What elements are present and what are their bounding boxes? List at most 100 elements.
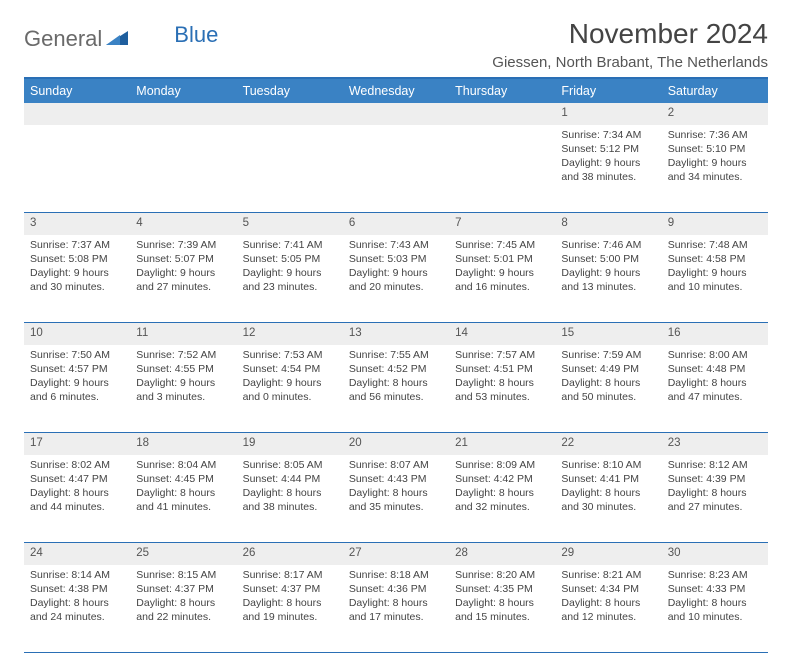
day-number-cell [24,103,130,125]
day-number-cell [130,103,236,125]
day-content-cell: Sunrise: 8:02 AMSunset: 4:47 PMDaylight:… [24,455,130,543]
calendar-table: SundayMondayTuesdayWednesdayThursdayFrid… [24,79,768,653]
day-number-cell: 18 [130,433,236,455]
day-details: Sunrise: 8:21 AMSunset: 4:34 PMDaylight:… [555,565,661,631]
day-details: Sunrise: 8:23 AMSunset: 4:33 PMDaylight:… [662,565,768,631]
day-details: Sunrise: 7:34 AMSunset: 5:12 PMDaylight:… [555,125,661,191]
day-number-cell: 26 [237,543,343,565]
daylight-line: Daylight: 9 hoursand 27 minutes. [136,266,230,294]
day-content-cell: Sunrise: 8:14 AMSunset: 4:38 PMDaylight:… [24,565,130,653]
week-row: Sunrise: 7:34 AMSunset: 5:12 PMDaylight:… [24,125,768,213]
day-number-cell: 29 [555,543,661,565]
sunset-line: Sunset: 5:10 PM [668,142,762,156]
day-details: Sunrise: 8:02 AMSunset: 4:47 PMDaylight:… [24,455,130,521]
weekday-row: SundayMondayTuesdayWednesdayThursdayFrid… [24,79,768,103]
sunset-line: Sunset: 4:41 PM [561,472,655,486]
daylight-line: Daylight: 8 hoursand 38 minutes. [243,486,337,514]
day-content-cell: Sunrise: 8:17 AMSunset: 4:37 PMDaylight:… [237,565,343,653]
sunset-line: Sunset: 4:43 PM [349,472,443,486]
weekday-header: Thursday [449,79,555,103]
day-content-cell [449,125,555,213]
sunrise-line: Sunrise: 8:02 AM [30,458,124,472]
brand-triangle-icon [106,29,128,50]
day-content-cell: Sunrise: 7:53 AMSunset: 4:54 PMDaylight:… [237,345,343,433]
day-details: Sunrise: 7:53 AMSunset: 4:54 PMDaylight:… [237,345,343,411]
day-details: Sunrise: 7:52 AMSunset: 4:55 PMDaylight:… [130,345,236,411]
sunrise-line: Sunrise: 8:07 AM [349,458,443,472]
day-content-cell: Sunrise: 8:09 AMSunset: 4:42 PMDaylight:… [449,455,555,543]
day-details: Sunrise: 7:43 AMSunset: 5:03 PMDaylight:… [343,235,449,301]
day-content-cell: Sunrise: 8:12 AMSunset: 4:39 PMDaylight:… [662,455,768,543]
sunset-line: Sunset: 4:38 PM [30,582,124,596]
day-details: Sunrise: 7:59 AMSunset: 4:49 PMDaylight:… [555,345,661,411]
day-number-cell [343,103,449,125]
brand-part1: General [24,26,102,52]
day-content-cell: Sunrise: 8:15 AMSunset: 4:37 PMDaylight:… [130,565,236,653]
day-content-cell: Sunrise: 7:50 AMSunset: 4:57 PMDaylight:… [24,345,130,433]
sunrise-line: Sunrise: 7:55 AM [349,348,443,362]
day-details: Sunrise: 8:07 AMSunset: 4:43 PMDaylight:… [343,455,449,521]
day-number-cell: 13 [343,323,449,345]
sunrise-line: Sunrise: 7:59 AM [561,348,655,362]
day-number-cell: 20 [343,433,449,455]
day-details: Sunrise: 7:36 AMSunset: 5:10 PMDaylight:… [662,125,768,191]
day-content-cell: Sunrise: 8:10 AMSunset: 4:41 PMDaylight:… [555,455,661,543]
daylight-line: Daylight: 9 hoursand 3 minutes. [136,376,230,404]
brand-logo: General Blue [24,18,218,52]
sunset-line: Sunset: 4:57 PM [30,362,124,376]
sunrise-line: Sunrise: 7:39 AM [136,238,230,252]
sunrise-line: Sunrise: 8:17 AM [243,568,337,582]
sunset-line: Sunset: 4:37 PM [136,582,230,596]
daylight-line: Daylight: 8 hoursand 22 minutes. [136,596,230,624]
daylight-line: Daylight: 8 hoursand 41 minutes. [136,486,230,514]
day-number-cell: 1 [555,103,661,125]
day-number-cell: 19 [237,433,343,455]
sunset-line: Sunset: 4:42 PM [455,472,549,486]
sunset-line: Sunset: 4:51 PM [455,362,549,376]
weekday-header: Tuesday [237,79,343,103]
day-content-cell: Sunrise: 7:39 AMSunset: 5:07 PMDaylight:… [130,235,236,323]
daynum-row: 10111213141516 [24,323,768,345]
day-content-cell: Sunrise: 7:55 AMSunset: 4:52 PMDaylight:… [343,345,449,433]
sunrise-line: Sunrise: 7:50 AM [30,348,124,362]
day-content-cell: Sunrise: 8:20 AMSunset: 4:35 PMDaylight:… [449,565,555,653]
sunset-line: Sunset: 4:48 PM [668,362,762,376]
day-number-cell: 3 [24,213,130,235]
calendar-body: 12Sunrise: 7:34 AMSunset: 5:12 PMDayligh… [24,103,768,653]
day-number-cell: 9 [662,213,768,235]
day-details: Sunrise: 8:14 AMSunset: 4:38 PMDaylight:… [24,565,130,631]
day-content-cell: Sunrise: 8:00 AMSunset: 4:48 PMDaylight:… [662,345,768,433]
sunset-line: Sunset: 4:36 PM [349,582,443,596]
day-number-cell: 25 [130,543,236,565]
daylight-line: Daylight: 8 hoursand 56 minutes. [349,376,443,404]
daylight-line: Daylight: 9 hoursand 23 minutes. [243,266,337,294]
day-content-cell [343,125,449,213]
day-details: Sunrise: 7:50 AMSunset: 4:57 PMDaylight:… [24,345,130,411]
day-details: Sunrise: 8:20 AMSunset: 4:35 PMDaylight:… [449,565,555,631]
day-number-cell [449,103,555,125]
day-details: Sunrise: 8:15 AMSunset: 4:37 PMDaylight:… [130,565,236,631]
sunset-line: Sunset: 4:54 PM [243,362,337,376]
daylight-line: Daylight: 9 hoursand 38 minutes. [561,156,655,184]
day-number-cell: 4 [130,213,236,235]
day-content-cell: Sunrise: 8:21 AMSunset: 4:34 PMDaylight:… [555,565,661,653]
sunrise-line: Sunrise: 7:45 AM [455,238,549,252]
day-content-cell: Sunrise: 7:43 AMSunset: 5:03 PMDaylight:… [343,235,449,323]
day-details: Sunrise: 7:37 AMSunset: 5:08 PMDaylight:… [24,235,130,301]
daynum-row: 24252627282930 [24,543,768,565]
daylight-line: Daylight: 8 hoursand 53 minutes. [455,376,549,404]
daylight-line: Daylight: 8 hoursand 30 minutes. [561,486,655,514]
weekday-header: Monday [130,79,236,103]
sunrise-line: Sunrise: 8:09 AM [455,458,549,472]
day-number-cell: 22 [555,433,661,455]
sunset-line: Sunset: 5:03 PM [349,252,443,266]
daylight-line: Daylight: 8 hoursand 47 minutes. [668,376,762,404]
sunset-line: Sunset: 4:39 PM [668,472,762,486]
day-number-cell: 21 [449,433,555,455]
sunrise-line: Sunrise: 7:53 AM [243,348,337,362]
day-number-cell: 15 [555,323,661,345]
weekday-header: Sunday [24,79,130,103]
day-content-cell: Sunrise: 7:37 AMSunset: 5:08 PMDaylight:… [24,235,130,323]
day-content-cell: Sunrise: 8:07 AMSunset: 4:43 PMDaylight:… [343,455,449,543]
day-number-cell: 6 [343,213,449,235]
